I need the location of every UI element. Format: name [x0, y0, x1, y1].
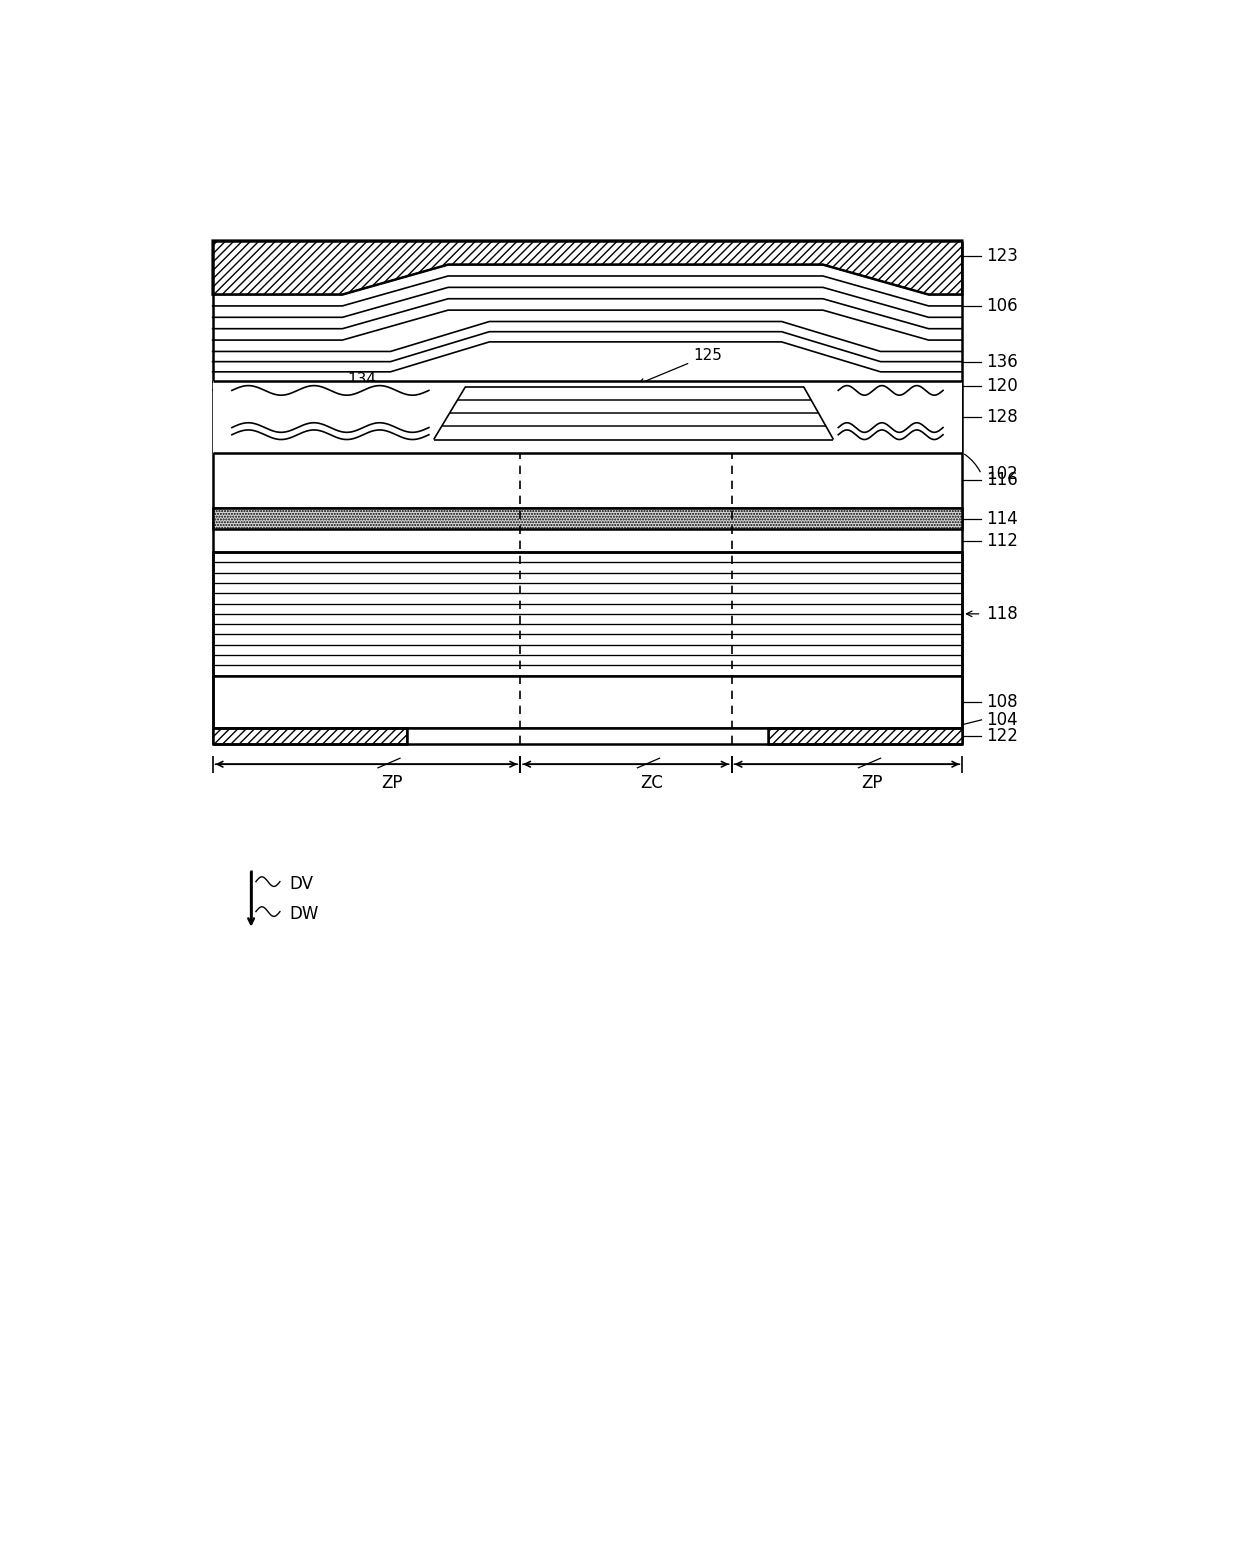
Text: ZC: ZC	[640, 773, 663, 792]
Text: 132: 132	[327, 428, 357, 442]
Text: 124: 124	[808, 428, 837, 442]
Polygon shape	[213, 675, 962, 728]
Text: 116: 116	[986, 471, 1018, 489]
Text: 114: 114	[986, 510, 1018, 527]
Text: 125: 125	[639, 349, 722, 384]
Polygon shape	[213, 241, 962, 294]
Polygon shape	[213, 507, 962, 529]
Text: 126: 126	[808, 403, 837, 419]
Text: 106: 106	[986, 297, 1018, 314]
Text: ZP: ZP	[381, 773, 402, 792]
Text: 102: 102	[986, 465, 1018, 484]
Polygon shape	[768, 728, 962, 744]
Polygon shape	[213, 381, 962, 453]
Text: DW: DW	[290, 906, 319, 923]
Text: 104: 104	[986, 711, 1018, 728]
Text: 112: 112	[986, 532, 1018, 549]
Text: DV: DV	[290, 874, 314, 893]
Text: 122: 122	[986, 727, 1018, 745]
Text: 118: 118	[986, 605, 1018, 622]
Text: 128: 128	[986, 408, 1018, 426]
Text: ZP: ZP	[862, 773, 883, 792]
Text: 132: 132	[347, 398, 376, 414]
Text: 134: 134	[347, 372, 376, 387]
Text: 136: 136	[986, 353, 1018, 370]
Text: 123: 123	[986, 246, 1018, 265]
Polygon shape	[213, 552, 962, 675]
Polygon shape	[213, 728, 407, 744]
Text: 108: 108	[986, 692, 1018, 711]
Text: 120: 120	[986, 377, 1018, 395]
Polygon shape	[407, 728, 768, 744]
